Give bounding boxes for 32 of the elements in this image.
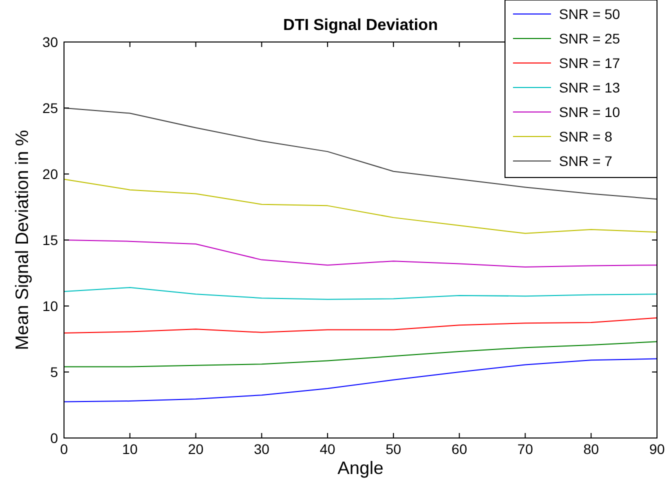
x-axis-title: Angle (337, 458, 384, 478)
x-tick-label: 40 (320, 441, 336, 457)
x-tick-label: 70 (517, 441, 534, 457)
x-tick-label: 20 (188, 441, 204, 457)
legend-label: SNR = 50 (559, 6, 620, 22)
x-tick-label: 0 (60, 441, 68, 457)
x-tick-label: 60 (452, 441, 468, 457)
y-axis-title: Mean Signal Deviation in % (12, 130, 32, 350)
line-series (64, 287, 658, 300)
y-tick-label: 25 (42, 100, 58, 116)
line-series (64, 358, 658, 402)
x-tick-label: 90 (649, 441, 665, 457)
legend-label: SNR = 25 (559, 30, 620, 46)
x-tick-label: 80 (583, 441, 600, 457)
line-series (64, 178, 658, 234)
x-tick-label: 50 (386, 441, 402, 457)
legend-label: SNR = 10 (559, 104, 620, 120)
x-tick-label: 30 (254, 441, 270, 457)
line-series (64, 317, 658, 334)
legend-label: SNR = 17 (559, 55, 620, 71)
y-tick-label: 15 (42, 232, 58, 248)
y-tick-label: 0 (50, 430, 58, 446)
chart-title: DTI Signal Deviation (283, 17, 438, 34)
y-tick-label: 20 (42, 166, 58, 182)
legend-label: SNR = 7 (559, 153, 613, 169)
y-tick-label: 30 (42, 34, 58, 50)
legend-label: SNR = 8 (559, 128, 613, 144)
line-series (64, 341, 658, 368)
y-tick-label: 10 (42, 298, 58, 314)
y-tick-label: 5 (50, 364, 58, 380)
x-tick-label: 10 (122, 441, 138, 457)
legend-label: SNR = 13 (559, 80, 620, 96)
